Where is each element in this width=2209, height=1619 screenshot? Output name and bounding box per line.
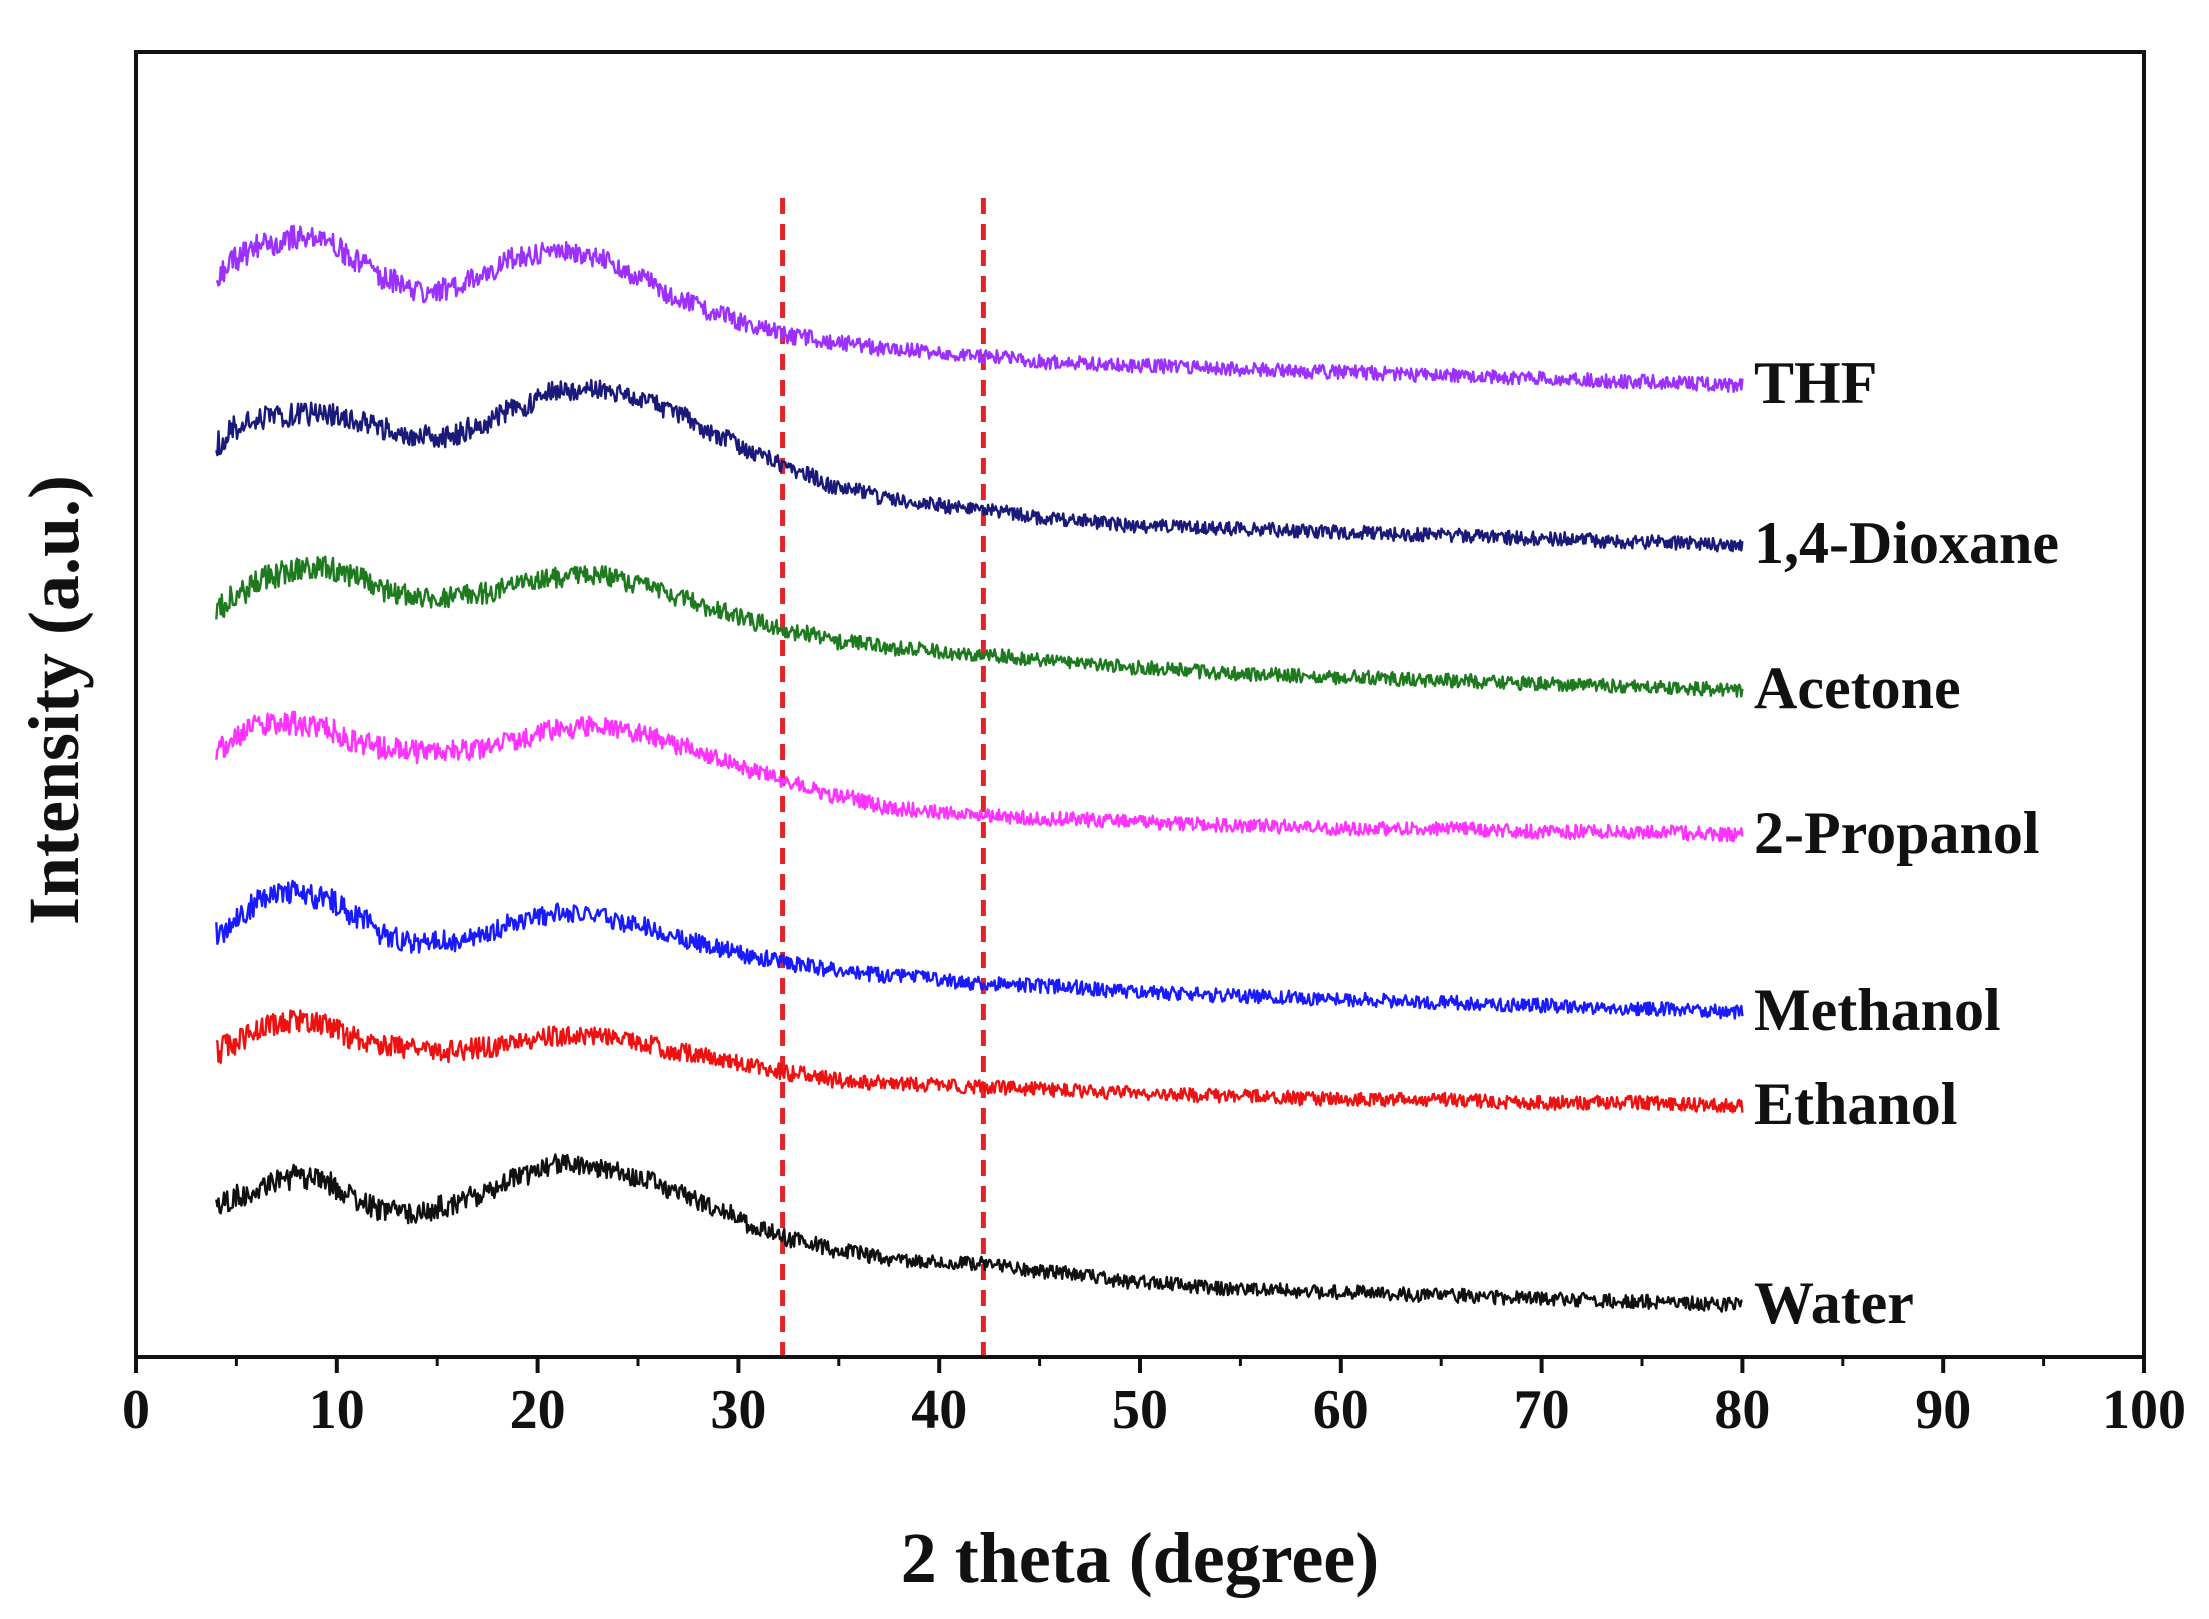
series-line-thf (215, 224, 1744, 393)
series-line-2-propanol (215, 710, 1744, 843)
x-tick-label: 80 (1714, 1379, 1770, 1441)
series-label-water: Water (1754, 1270, 1914, 1336)
series-line-methanol (215, 879, 1744, 1020)
series-label-acetone: Acetone (1754, 655, 1961, 721)
series-line-water (215, 1153, 1743, 1313)
series-line-1-4-dioxane (215, 378, 1744, 553)
x-tick-label: 70 (1514, 1379, 1570, 1441)
series-label-ethanol: Ethanol (1754, 1071, 1957, 1137)
x-tick-label: 30 (710, 1379, 766, 1441)
y-axis-title: Intensity (a.u.) (14, 475, 94, 925)
series-label-1-4-dioxane: 1,4-Dioxane (1754, 510, 2059, 576)
series-label-thf: THF (1754, 350, 1877, 416)
series-line-ethanol (215, 1009, 1744, 1114)
x-tick-label: 100 (2102, 1379, 2186, 1441)
x-tick-label: 50 (1112, 1379, 1168, 1441)
x-tick-label: 0 (122, 1379, 150, 1441)
x-axis-title: 2 theta (degree) (901, 1518, 1379, 1598)
series-line-acetone (215, 555, 1744, 698)
x-tick-label: 10 (309, 1379, 365, 1441)
series-label-2-propanol: 2-Propanol (1754, 800, 2040, 866)
x-tick-label: 60 (1313, 1379, 1369, 1441)
x-tick-label: 20 (510, 1379, 566, 1441)
x-tick-label: 90 (1915, 1379, 1971, 1441)
x-tick-label: 40 (911, 1379, 967, 1441)
series-label-methanol: Methanol (1754, 977, 2001, 1043)
